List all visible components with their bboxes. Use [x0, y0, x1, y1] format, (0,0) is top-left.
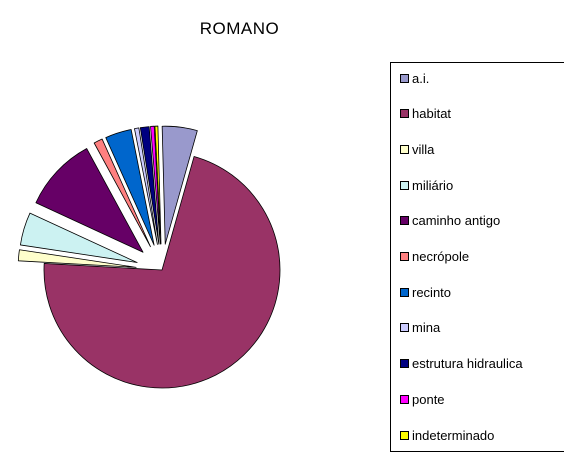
legend-item: miliário: [400, 176, 453, 194]
legend-swatch: [400, 394, 409, 404]
legend-label: a.i.: [412, 70, 430, 86]
pie-slice-ponte: [150, 125, 161, 245]
pie-slice-villa: [17, 249, 137, 268]
legend-swatch: [400, 180, 409, 190]
legend-swatch: [400, 216, 409, 226]
legend-item: ponte: [400, 390, 445, 408]
legend: a.i. habitat villa miliário caminho antigo ne…: [390, 62, 564, 452]
pie-slice-mina: [134, 127, 158, 245]
legend-item: indeterminado: [400, 426, 494, 444]
legend-label: villa: [412, 141, 435, 157]
pie-slice-estrutura-hidraulica: [139, 126, 160, 245]
legend-item: caminho antigo: [400, 212, 500, 230]
pie-slice-necr-pole: [93, 138, 151, 248]
pie-slice-caminho-antigo: [35, 148, 144, 253]
legend-swatch: [400, 73, 409, 83]
legend-swatch: [400, 323, 409, 333]
legend-label: mina: [412, 320, 441, 336]
legend-item: mina: [400, 319, 440, 337]
pie-slice-mili-rio: [20, 212, 138, 263]
pie-slice-recinto: [105, 129, 155, 246]
pie-chart: [17, 125, 281, 389]
pie-slice-indeterminado: [154, 125, 162, 245]
legend-swatch: [400, 144, 409, 154]
legend-item: habitat: [400, 105, 451, 123]
legend-item: recinto: [400, 283, 451, 301]
legend-label: miliário: [412, 177, 454, 193]
pie-slice-a-i-: [161, 125, 198, 245]
legend-label: ponte: [412, 391, 445, 407]
legend-label: recinto: [412, 284, 452, 300]
legend-label: estrutura hidraulica: [412, 356, 523, 372]
legend-label: habitat: [412, 106, 452, 122]
pie-slice-habitat: [43, 156, 281, 389]
legend-item: a.i.: [400, 69, 429, 87]
legend-label: caminho antigo: [412, 213, 501, 229]
legend-swatch: [400, 359, 409, 369]
legend-swatch: [400, 287, 409, 297]
legend-label: necrópole: [412, 249, 470, 264]
legend-swatch: [400, 109, 409, 119]
legend-item: necrópole: [400, 248, 469, 266]
legend-label: indeterminado: [412, 427, 495, 443]
chart-title: ROMANO: [199, 19, 280, 38]
legend-swatch: [400, 430, 409, 440]
legend-item: estrutura hidraulica: [400, 355, 523, 373]
legend-swatch: [400, 252, 409, 261]
legend-item: villa: [400, 140, 434, 158]
